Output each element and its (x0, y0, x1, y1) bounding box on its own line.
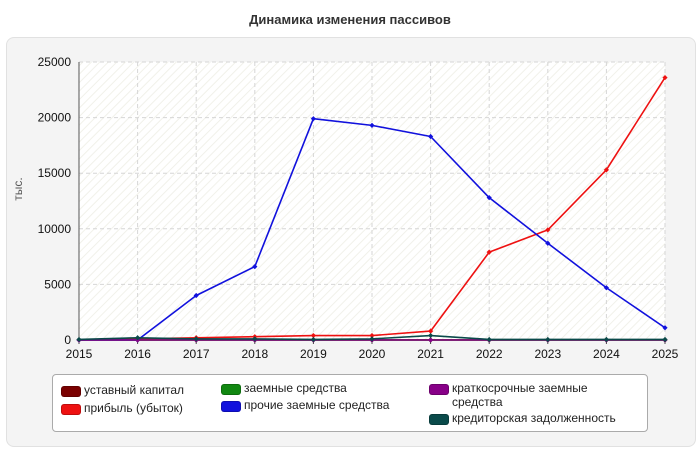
series-3-point (486, 195, 492, 201)
series-4-point (428, 337, 434, 343)
legend-item-prochie-zaemnye-sredstva[interactable]: прочие заемные средства (221, 398, 389, 412)
legend-swatch (429, 384, 449, 395)
series-3-point (193, 292, 199, 299)
y-tick-label: 25000 (38, 55, 72, 69)
legend-swatch (429, 414, 449, 425)
series-5-point (486, 336, 492, 343)
x-tick-label: 2023 (534, 347, 561, 361)
series-1-point (545, 227, 551, 233)
legend-swatch (61, 386, 81, 397)
y-tick-label: 10000 (38, 222, 72, 236)
series-5-point (369, 336, 375, 342)
series-1-point (603, 167, 609, 173)
series-1-point (428, 328, 434, 334)
legend-item-pribyl[interactable]: прибыль (убыток) (61, 401, 183, 415)
x-tick-label: 2022 (476, 347, 503, 361)
series-1-point (662, 74, 668, 81)
y-tick-label: 20000 (38, 111, 72, 125)
x-tick-label: 2018 (241, 347, 268, 361)
series-1-point (310, 332, 316, 339)
chart-title: Динамика изменения пассивов (249, 12, 451, 27)
legend-label: краткосрочные заемные средства (452, 381, 588, 409)
x-tick-label: 2016 (124, 347, 151, 361)
series-5-point (310, 336, 316, 343)
y-tick-label: 15000 (38, 166, 72, 180)
series-3-point (662, 325, 668, 331)
x-tick-label: 2017 (183, 347, 210, 361)
series-3-point (310, 116, 316, 122)
legend-swatch (221, 384, 241, 395)
x-tick-label: 2021 (417, 347, 444, 361)
series-5-point (135, 335, 141, 341)
x-tick-label: 2024 (593, 347, 620, 361)
legend-label: кредиторская задолженность (452, 411, 616, 425)
series-5-point (662, 336, 668, 343)
legend-label: заемные средства (244, 381, 347, 395)
series-5-point (76, 336, 82, 343)
series-3-point (545, 240, 551, 246)
series-5-point (252, 336, 258, 342)
legend-label: прочие заемные средства (244, 398, 390, 412)
y-tick-label: 5000 (44, 277, 71, 291)
legend-item-ustavny-kapital[interactable]: уставный капитал (61, 383, 184, 397)
y-tick-label: 0 (64, 333, 71, 347)
legend-item-zaemnye-sredstva[interactable]: заемные средства (221, 381, 347, 395)
legend-item-kratkosrochnye-zaemnye-sredstva[interactable]: краткосрочные заемные средства (429, 381, 639, 409)
x-tick-label: 2020 (359, 347, 386, 361)
y-axis-label: тыс. (11, 177, 25, 200)
series-3-point (428, 133, 434, 140)
legend-item-kreditorskaya-zadolzhennost[interactable]: кредиторская задолженность (429, 411, 616, 425)
series-3-point (603, 285, 609, 291)
chart-legend: уставный капитал прибыль (убыток) заемны… (52, 374, 648, 432)
legend-label: прибыль (убыток) (84, 401, 183, 415)
series-5-point (193, 336, 199, 342)
series-1-point (486, 249, 492, 255)
series-5-point (603, 336, 609, 343)
legend-swatch (221, 401, 241, 412)
series-1-point (369, 332, 375, 339)
legend-label: уставный капитал (84, 383, 184, 397)
series-3-point (369, 122, 375, 128)
series-3-point (252, 264, 258, 270)
x-tick-label: 2015 (66, 347, 93, 361)
series-5-point (545, 336, 551, 343)
x-tick-label: 2019 (300, 347, 327, 361)
x-tick-label: 2025 (652, 347, 679, 361)
legend-swatch (61, 404, 81, 415)
series-5-point (428, 332, 434, 339)
